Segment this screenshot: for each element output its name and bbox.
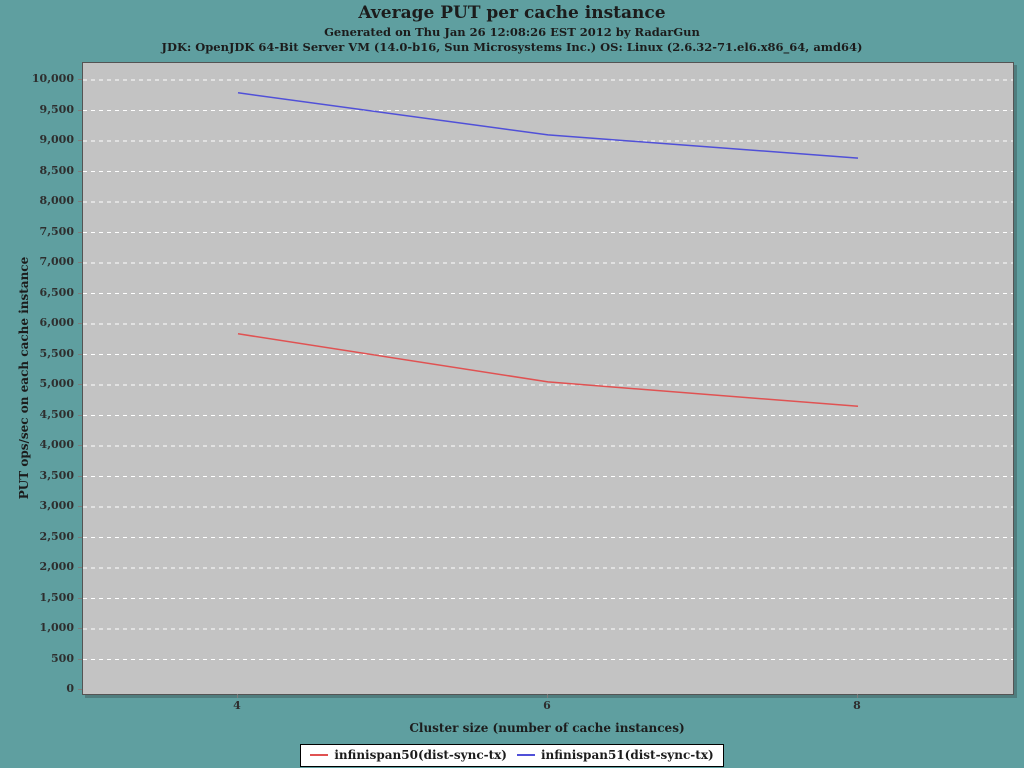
legend-line-swatch [517, 754, 535, 756]
y-tick-label: 0 [66, 682, 74, 695]
y-tick-mark [78, 353, 82, 355]
y-tick-label: 3,000 [39, 499, 74, 512]
y-tick-mark [78, 475, 82, 477]
y-tick-label: 9,500 [39, 102, 74, 116]
y-tick-label: 6,000 [39, 316, 74, 329]
y-tick-label: 5,000 [39, 377, 74, 390]
y-tick-mark [78, 262, 82, 263]
x-tick-label: 4 [233, 699, 241, 712]
y-tick-mark [78, 79, 82, 80]
y-tick-mark [78, 323, 82, 324]
plot-area [82, 62, 1014, 695]
y-tick-mark [78, 567, 82, 568]
x-axis-title: Cluster size (number of cache instances) [409, 721, 685, 735]
x-tick-label: 6 [543, 699, 551, 712]
legend-item: infinispan50(dist-sync-tx) [310, 748, 507, 762]
x-tick-mark [547, 694, 548, 698]
chart-subtitle-environment: JDK: OpenJDK 64-Bit Server VM (14.0-b16,… [161, 40, 863, 54]
y-tick-mark [78, 506, 82, 507]
y-tick-mark [78, 109, 82, 111]
y-tick-mark [78, 170, 82, 172]
x-tick-label: 8 [853, 699, 861, 712]
y-tick-label: 2,500 [39, 529, 74, 543]
y-tick-mark [78, 658, 82, 660]
chart-title: Average PUT per cache instance [358, 3, 666, 23]
y-tick-label: 1,000 [39, 621, 74, 634]
y-tick-mark [78, 689, 82, 690]
legend-item: infinispan51(dist-sync-tx) [517, 748, 714, 762]
y-tick-label: 8,500 [39, 163, 74, 177]
y-tick-mark [78, 231, 82, 233]
y-tick-label: 6,500 [39, 285, 74, 299]
y-tick-label: 9,000 [39, 133, 74, 146]
y-tick-mark [78, 201, 82, 202]
y-tick-mark [78, 597, 82, 599]
series-line [237, 333, 859, 408]
legend-label: infinispan50(dist-sync-tx) [334, 748, 507, 762]
x-tick-mark [857, 694, 858, 698]
y-tick-label: 4,500 [39, 407, 74, 421]
y-tick-mark [78, 292, 82, 294]
y-tick-mark [78, 140, 82, 141]
y-tick-label: 10,000 [31, 72, 74, 85]
legend: infinispan50(dist-sync-tx) infinispan51(d… [300, 744, 724, 767]
series-line [237, 92, 859, 159]
y-tick-mark [78, 536, 82, 538]
x-tick-mark [237, 694, 238, 698]
chart-subtitle-generated: Generated on Thu Jan 26 12:08:26 EST 201… [324, 25, 700, 39]
line-chart-svg [83, 79, 1013, 660]
y-tick-label: 5,500 [39, 346, 74, 360]
y-tick-label: 7,500 [39, 224, 74, 238]
y-tick-label: 8,000 [39, 194, 74, 207]
y-tick-label: 1,500 [39, 590, 74, 604]
y-tick-label: 2,000 [39, 560, 74, 573]
y-tick-label: 500 [51, 651, 74, 665]
legend-label: infinispan51(dist-sync-tx) [541, 748, 714, 762]
y-tick-mark [78, 414, 82, 416]
y-tick-mark [78, 445, 82, 446]
legend-line-swatch [310, 754, 329, 756]
y-tick-label: 3,500 [39, 468, 74, 482]
y-tick-mark [78, 628, 82, 629]
y-tick-mark [78, 384, 82, 385]
y-tick-label: 4,000 [39, 438, 74, 451]
y-tick-label: 7,000 [39, 255, 74, 268]
